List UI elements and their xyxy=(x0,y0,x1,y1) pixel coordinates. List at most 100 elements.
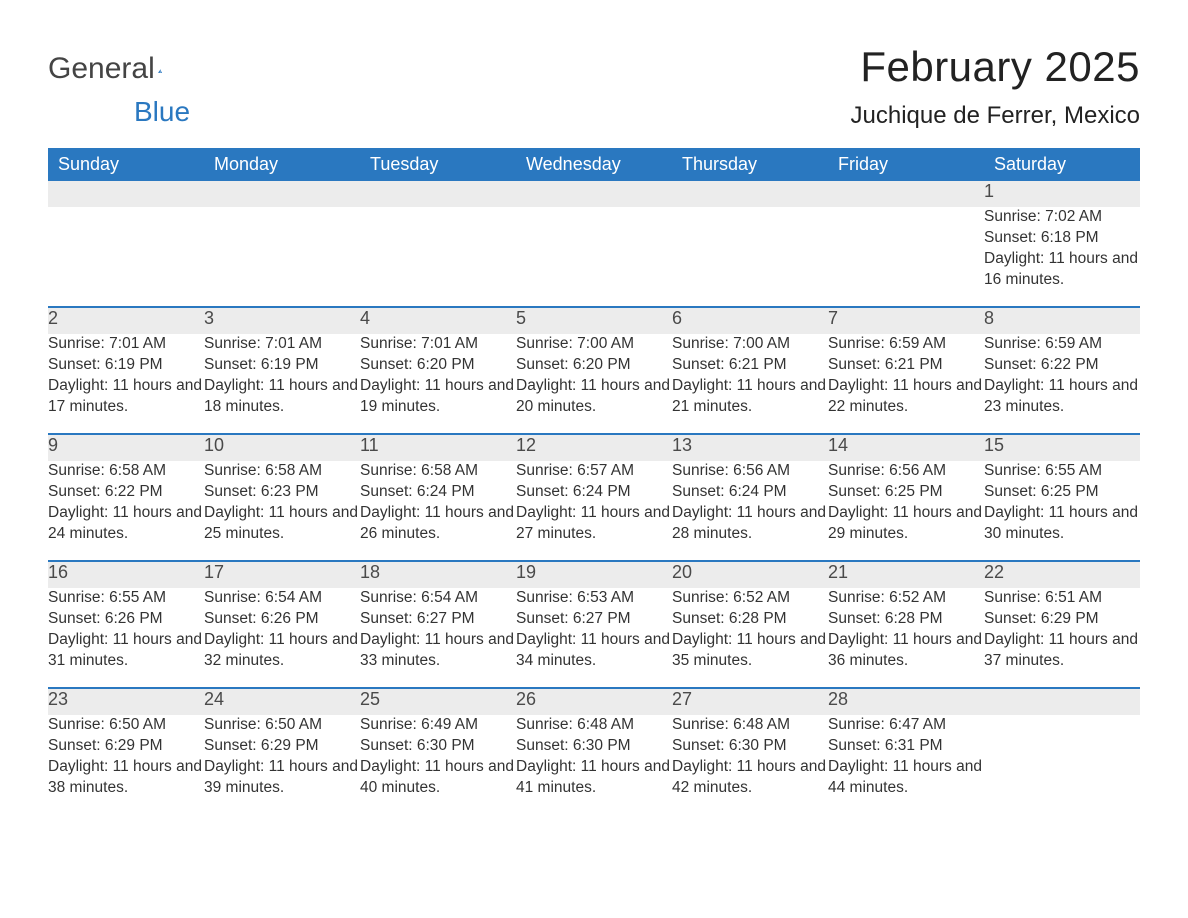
daylight-label: Daylight: 11 hours and 31 minutes. xyxy=(48,630,204,672)
sunset-label: Sunset: 6:30 PM xyxy=(516,736,672,757)
day-number-row: 1 xyxy=(48,181,1140,207)
day-number-cell: 18 xyxy=(360,562,516,588)
weekday-header: Wednesday xyxy=(516,148,672,181)
sunset-label: Sunset: 6:23 PM xyxy=(204,482,360,503)
day-number-cell: 12 xyxy=(516,435,672,461)
sunset-label: Sunset: 6:21 PM xyxy=(828,355,984,376)
day-number-cell xyxy=(516,181,672,207)
sunset-label: Sunset: 6:25 PM xyxy=(828,482,984,503)
day-number-cell: 26 xyxy=(516,689,672,715)
sunset-label: Sunset: 6:31 PM xyxy=(828,736,984,757)
sunset-label: Sunset: 6:19 PM xyxy=(204,355,360,376)
daylight-label: Daylight: 11 hours and 40 minutes. xyxy=(360,757,516,799)
day-number-row: 9101112131415 xyxy=(48,435,1140,461)
day-number-cell: 17 xyxy=(204,562,360,588)
sunset-label: Sunset: 6:30 PM xyxy=(360,736,516,757)
daylight-label: Daylight: 11 hours and 18 minutes. xyxy=(204,376,360,418)
day-content-cell: Sunrise: 6:54 AMSunset: 6:26 PMDaylight:… xyxy=(204,588,360,688)
day-number-cell: 24 xyxy=(204,689,360,715)
daylight-label: Daylight: 11 hours and 30 minutes. xyxy=(984,503,1140,545)
daylight-label: Daylight: 11 hours and 34 minutes. xyxy=(516,630,672,672)
day-number-cell xyxy=(48,181,204,207)
daylight-label: Daylight: 11 hours and 25 minutes. xyxy=(204,503,360,545)
day-content-cell: Sunrise: 6:53 AMSunset: 6:27 PMDaylight:… xyxy=(516,588,672,688)
sunrise-label: Sunrise: 7:01 AM xyxy=(360,334,516,355)
day-number-cell: 10 xyxy=(204,435,360,461)
daylight-label: Daylight: 11 hours and 24 minutes. xyxy=(48,503,204,545)
sunrise-label: Sunrise: 6:58 AM xyxy=(360,461,516,482)
daylight-label: Daylight: 11 hours and 32 minutes. xyxy=(204,630,360,672)
daylight-label: Daylight: 11 hours and 20 minutes. xyxy=(516,376,672,418)
header: General February 2025 Juchique de Ferrer… xyxy=(48,44,1140,130)
day-number-cell: 9 xyxy=(48,435,204,461)
daylight-label: Daylight: 11 hours and 22 minutes. xyxy=(828,376,984,418)
day-number-cell: 25 xyxy=(360,689,516,715)
day-number-cell xyxy=(828,181,984,207)
sunrise-label: Sunrise: 6:52 AM xyxy=(672,588,828,609)
day-content-cell: Sunrise: 6:49 AMSunset: 6:30 PMDaylight:… xyxy=(360,715,516,815)
brand-mark-icon xyxy=(158,60,163,82)
sunrise-label: Sunrise: 6:56 AM xyxy=(828,461,984,482)
daylight-label: Daylight: 11 hours and 41 minutes. xyxy=(516,757,672,799)
daylight-label: Daylight: 11 hours and 37 minutes. xyxy=(984,630,1140,672)
sunset-label: Sunset: 6:24 PM xyxy=(516,482,672,503)
day-content-cell: Sunrise: 6:58 AMSunset: 6:24 PMDaylight:… xyxy=(360,461,516,561)
day-content-cell: Sunrise: 6:54 AMSunset: 6:27 PMDaylight:… xyxy=(360,588,516,688)
day-number-cell: 1 xyxy=(984,181,1140,207)
day-content-cell xyxy=(828,207,984,307)
sunset-label: Sunset: 6:29 PM xyxy=(48,736,204,757)
day-number-cell: 28 xyxy=(828,689,984,715)
sunset-label: Sunset: 6:26 PM xyxy=(204,609,360,630)
day-content-row: Sunrise: 6:50 AMSunset: 6:29 PMDaylight:… xyxy=(48,715,1140,815)
sunrise-label: Sunrise: 6:59 AM xyxy=(828,334,984,355)
day-content-row: Sunrise: 7:02 AMSunset: 6:18 PMDaylight:… xyxy=(48,207,1140,307)
day-number-row: 16171819202122 xyxy=(48,562,1140,588)
day-content-cell: Sunrise: 6:59 AMSunset: 6:21 PMDaylight:… xyxy=(828,334,984,434)
day-number-cell: 21 xyxy=(828,562,984,588)
day-content-cell: Sunrise: 6:48 AMSunset: 6:30 PMDaylight:… xyxy=(516,715,672,815)
sunset-label: Sunset: 6:20 PM xyxy=(360,355,516,376)
day-number-row: 2345678 xyxy=(48,308,1140,334)
sunset-label: Sunset: 6:27 PM xyxy=(516,609,672,630)
sunset-label: Sunset: 6:26 PM xyxy=(48,609,204,630)
day-content-cell xyxy=(360,207,516,307)
day-number-cell: 11 xyxy=(360,435,516,461)
sunrise-label: Sunrise: 6:56 AM xyxy=(672,461,828,482)
sunrise-label: Sunrise: 7:02 AM xyxy=(984,207,1140,228)
day-number-cell: 27 xyxy=(672,689,828,715)
sunrise-label: Sunrise: 6:58 AM xyxy=(204,461,360,482)
sunrise-label: Sunrise: 6:58 AM xyxy=(48,461,204,482)
sunrise-label: Sunrise: 6:50 AM xyxy=(204,715,360,736)
sunset-label: Sunset: 6:24 PM xyxy=(672,482,828,503)
sunrise-label: Sunrise: 6:51 AM xyxy=(984,588,1140,609)
month-title: February 2025 xyxy=(851,44,1140,90)
day-content-cell: Sunrise: 6:48 AMSunset: 6:30 PMDaylight:… xyxy=(672,715,828,815)
day-content-cell: Sunrise: 7:01 AMSunset: 6:20 PMDaylight:… xyxy=(360,334,516,434)
sunrise-label: Sunrise: 6:48 AM xyxy=(516,715,672,736)
daylight-label: Daylight: 11 hours and 28 minutes. xyxy=(672,503,828,545)
day-number-cell xyxy=(360,181,516,207)
sunset-label: Sunset: 6:29 PM xyxy=(204,736,360,757)
day-number-row: 232425262728 xyxy=(48,689,1140,715)
sunrise-label: Sunrise: 6:57 AM xyxy=(516,461,672,482)
day-number-cell: 22 xyxy=(984,562,1140,588)
day-number-cell: 13 xyxy=(672,435,828,461)
daylight-label: Daylight: 11 hours and 39 minutes. xyxy=(204,757,360,799)
sunrise-label: Sunrise: 7:01 AM xyxy=(204,334,360,355)
day-content-cell xyxy=(204,207,360,307)
day-content-cell: Sunrise: 6:52 AMSunset: 6:28 PMDaylight:… xyxy=(828,588,984,688)
sunrise-label: Sunrise: 6:52 AM xyxy=(828,588,984,609)
sunrise-label: Sunrise: 6:54 AM xyxy=(204,588,360,609)
sunset-label: Sunset: 6:30 PM xyxy=(672,736,828,757)
weekday-header: Friday xyxy=(828,148,984,181)
daylight-label: Daylight: 11 hours and 27 minutes. xyxy=(516,503,672,545)
day-content-cell: Sunrise: 6:55 AMSunset: 6:25 PMDaylight:… xyxy=(984,461,1140,561)
calendar-table: SundayMondayTuesdayWednesdayThursdayFrid… xyxy=(48,148,1140,815)
sunrise-label: Sunrise: 6:55 AM xyxy=(48,588,204,609)
brand-word-1: General xyxy=(48,54,155,84)
sunset-label: Sunset: 6:18 PM xyxy=(984,228,1140,249)
daylight-label: Daylight: 11 hours and 44 minutes. xyxy=(828,757,984,799)
weekday-header: Monday xyxy=(204,148,360,181)
day-content-cell: Sunrise: 7:00 AMSunset: 6:20 PMDaylight:… xyxy=(516,334,672,434)
sunset-label: Sunset: 6:29 PM xyxy=(984,609,1140,630)
